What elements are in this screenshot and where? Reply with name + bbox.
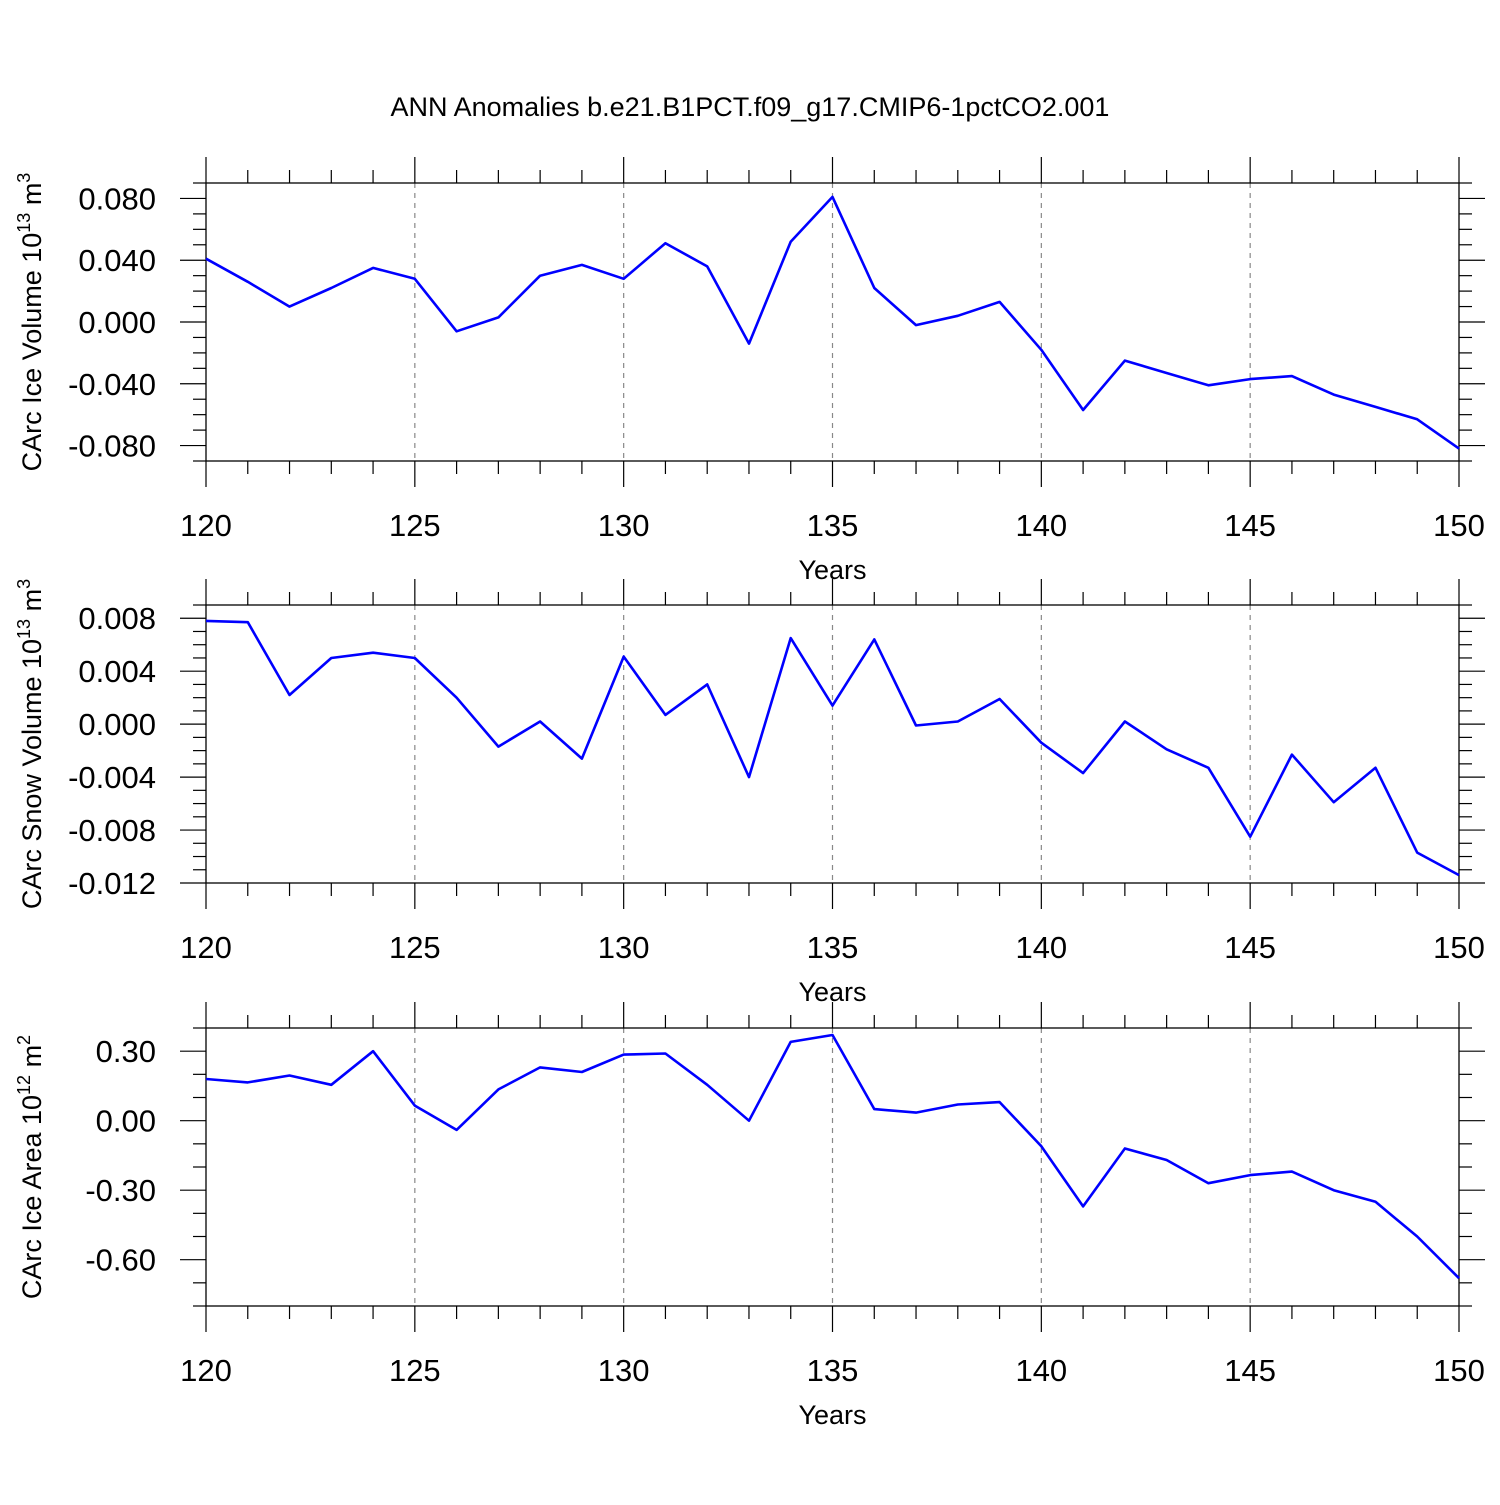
y-tick-label: 0.004 [78,654,156,689]
data-line-series-1 [205,195,1460,450]
data-line-series-1 [205,619,1460,877]
y-tick-label: 0.30 [96,1034,156,1069]
x-tick-label: 125 [389,930,441,965]
y-axis-label: CArc Ice Area 1012 m2 [14,1035,47,1299]
y-axis-label: CArc Ice Volume 1013 m3 [14,173,47,472]
y-tick-label: 0.080 [78,181,156,216]
x-tick-label: 145 [1224,930,1276,965]
x-tick-label: 120 [180,508,232,543]
x-tick-label: 150 [1433,1353,1485,1388]
x-tick-label: 125 [389,1353,441,1388]
x-tick-label: 145 [1224,508,1276,543]
x-tick-label: 120 [180,1353,232,1388]
x-tick-label: 140 [1015,508,1067,543]
x-tick-label: 150 [1433,508,1485,543]
x-tick-label: 135 [807,930,859,965]
x-tick-label: 120 [180,930,232,965]
y-tick-label: -0.60 [85,1243,156,1278]
x-tick-label: 135 [807,1353,859,1388]
y-tick-label: 0.008 [78,601,156,636]
data-line-series-1 [205,1033,1460,1280]
x-tick-label: 140 [1015,930,1067,965]
x-tick-label: 145 [1224,1353,1276,1388]
y-tick-label: 0.000 [78,305,156,340]
y-axis-label: CArc Snow Volume 1013 m3 [14,579,47,909]
x-tick-label: 130 [598,1353,650,1388]
x-axis-label: Years [798,1400,866,1430]
y-tick-label: -0.040 [68,367,156,402]
x-tick-label: 130 [598,508,650,543]
figure-title: ANN Anomalies b.e21.B1PCT.f09_g17.CMIP6-… [390,92,1110,122]
y-tick-label: -0.008 [68,813,156,848]
x-tick-label: 135 [807,508,859,543]
y-tick-label: -0.012 [68,866,156,901]
y-tick-label: 0.00 [96,1104,156,1139]
y-tick-label: 0.000 [78,707,156,742]
y-tick-label: 0.040 [78,243,156,278]
x-tick-label: 125 [389,508,441,543]
chart-panel-1: 0.080 0.040 0.000 -0.040 -0.080 120 125 130 135 1… [14,157,1485,585]
y-tick-label: -0.080 [68,429,156,464]
x-tick-label: 130 [598,930,650,965]
chart-panel-3: 0.30 0.00 -0.30 -0.60 120 125 130 135 140 145 150 Y… [14,1002,1485,1430]
y-tick-label: -0.004 [68,760,156,795]
x-tick-label: 140 [1015,1353,1067,1388]
chart-panel-2: 0.008 0.004 0.000 -0.004 -0.008 -0.012 120 125 1… [14,579,1485,1007]
x-tick-label: 150 [1433,930,1485,965]
y-tick-label: -0.30 [85,1173,156,1208]
